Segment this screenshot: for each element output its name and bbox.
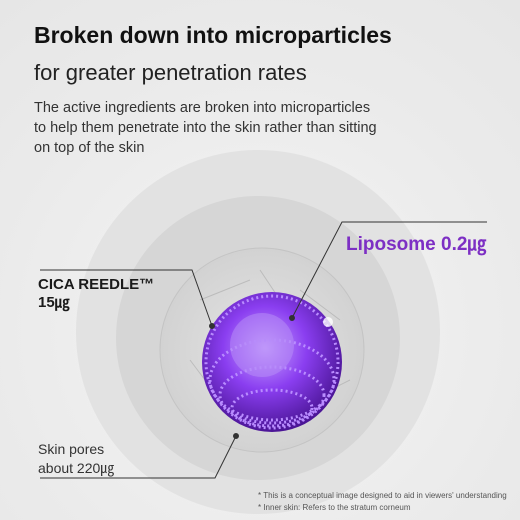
leader-lines bbox=[40, 221, 487, 479]
core bbox=[230, 313, 294, 377]
highlight bbox=[323, 317, 333, 327]
bilayer bbox=[204, 294, 340, 430]
cica-name: CICA REEDLE™ bbox=[38, 276, 155, 293]
description: The active ingredients are broken into m… bbox=[34, 98, 377, 158]
pores-size: about 220㎍ bbox=[38, 460, 115, 476]
footnotes: * This is a conceptual image designed to… bbox=[258, 490, 507, 514]
liposome-label: Liposome 0.2㎍ bbox=[346, 234, 487, 255]
pores-label: Skin pores about 220㎍ bbox=[38, 440, 114, 478]
title: Broken down into microparticles bbox=[34, 22, 392, 48]
cica-size: 15㎍ bbox=[38, 294, 70, 311]
description-line: on top of the skin bbox=[34, 140, 145, 156]
pores-name: Skin pores bbox=[38, 441, 105, 457]
description-line: The active ingredients are broken into m… bbox=[34, 100, 371, 116]
cica-label: CICA REEDLE™ 15㎍ bbox=[38, 276, 154, 312]
footnote: * Inner skin: Refers to the stratum corn… bbox=[258, 503, 411, 512]
description-line: to help them penetrate into the skin rat… bbox=[34, 120, 377, 136]
footnote: * This is a conceptual image designed to… bbox=[258, 491, 507, 500]
subtitle: for greater penetration rates bbox=[34, 60, 307, 85]
